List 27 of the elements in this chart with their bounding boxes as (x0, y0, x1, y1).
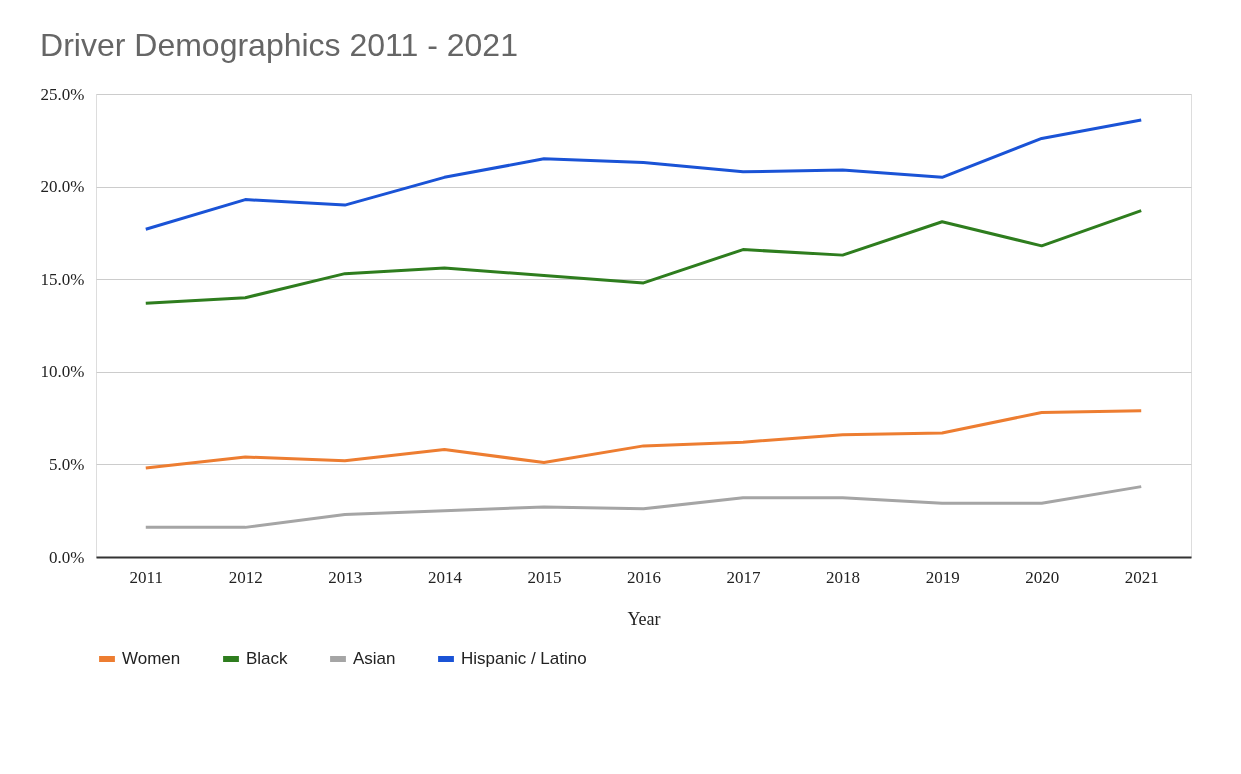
x-tick-label: 2020 (1025, 567, 1060, 587)
y-tick-label: 20.0% (40, 177, 85, 197)
x-tick-label: 2017 (726, 567, 762, 587)
y-tick-label: 25.0% (40, 84, 85, 104)
x-tick-label: 2012 (228, 567, 263, 587)
y-tick-label: 10.0% (40, 362, 85, 382)
line-series (144, 209, 1143, 305)
x-tick-label: 2016 (627, 567, 661, 587)
chart-title: Driver Demographics 2011 - 2021 (40, 27, 518, 63)
x-axis-title: Year (627, 608, 661, 629)
legend-label: Black (246, 649, 289, 668)
x-tick-label: 2015 (527, 567, 562, 587)
line-series (144, 409, 1143, 470)
legend-label: Hispanic / Latino (461, 649, 587, 668)
y-tick-label: 5.0% (49, 454, 85, 474)
x-tick-label: 2013 (328, 567, 363, 587)
y-tick-label: 15.0% (40, 269, 85, 289)
line-series (144, 485, 1143, 529)
x-tick-label: 2014 (427, 567, 463, 587)
legend-label: Women (122, 649, 181, 668)
legend-label: Asian (353, 649, 396, 668)
x-tick-label: 2011 (129, 567, 163, 587)
y-tick-label: 0.0% (49, 547, 85, 567)
x-tick-label: 2021 (1124, 567, 1159, 587)
x-tick-label: 2018 (826, 567, 861, 587)
x-tick-label: 2019 (925, 567, 960, 587)
line-series (144, 118, 1143, 231)
